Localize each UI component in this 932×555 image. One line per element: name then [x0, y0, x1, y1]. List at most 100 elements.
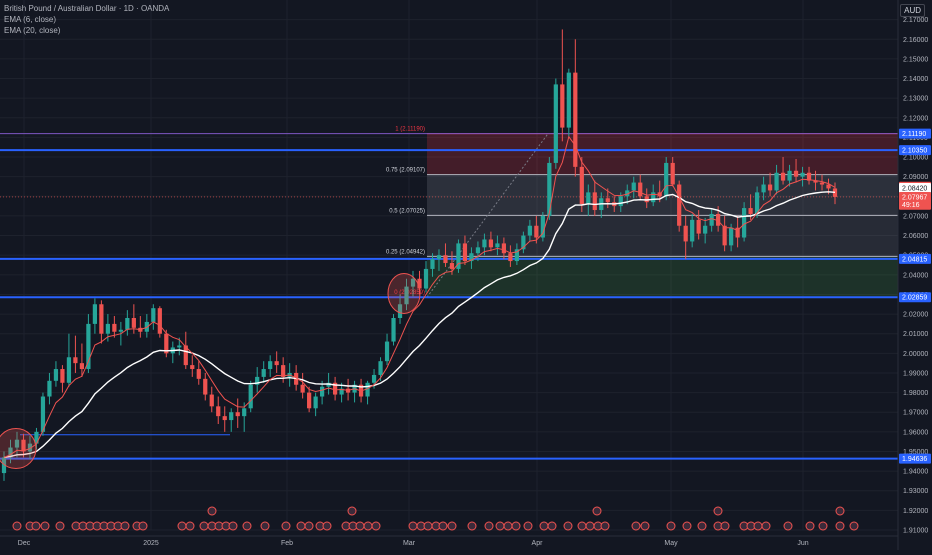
candle-body[interactable]: [813, 180, 818, 183]
candle-body[interactable]: [677, 184, 682, 226]
candle-body[interactable]: [703, 225, 708, 234]
candle-body[interactable]: [566, 72, 571, 128]
economic-event-icon[interactable]: [503, 521, 513, 531]
candle-body[interactable]: [482, 239, 487, 248]
economic-event-icon[interactable]: [447, 521, 457, 531]
candle-body[interactable]: [300, 384, 305, 393]
economic-event-icon[interactable]: [467, 521, 477, 531]
candle-body[interactable]: [183, 345, 188, 366]
candle-body[interactable]: [443, 255, 448, 264]
currency-badge[interactable]: AUD: [900, 4, 925, 17]
candle-body[interactable]: [638, 182, 643, 197]
candle-body[interactable]: [27, 443, 33, 452]
candle-body[interactable]: [475, 247, 481, 254]
candle-body[interactable]: [780, 172, 786, 181]
candle-body[interactable]: [1, 457, 7, 474]
candle-body[interactable]: [235, 412, 240, 417]
candle-body[interactable]: [203, 378, 208, 395]
candle-body[interactable]: [131, 318, 136, 328]
candle-body[interactable]: [741, 208, 747, 238]
economic-event-icon[interactable]: [835, 521, 845, 531]
candle-body[interactable]: [469, 253, 474, 262]
candle-body[interactable]: [618, 196, 623, 207]
candle-body[interactable]: [774, 172, 779, 191]
economic-event-icon[interactable]: [640, 521, 650, 531]
candle-body[interactable]: [255, 376, 260, 385]
economic-event-icon[interactable]: [260, 521, 270, 531]
candle-body[interactable]: [683, 225, 688, 242]
economic-event-icon[interactable]: [207, 506, 217, 516]
economic-event-icon[interactable]: [600, 521, 610, 531]
candle-body[interactable]: [86, 323, 91, 370]
ema-fast-legend[interactable]: EMA (6, close): [4, 15, 57, 24]
price-badge[interactable]: [899, 199, 931, 210]
candle-body[interactable]: [754, 192, 760, 214]
candle-body[interactable]: [787, 170, 792, 181]
candle-body[interactable]: [547, 162, 552, 216]
economic-event-icon[interactable]: [577, 521, 587, 531]
economic-event-icon[interactable]: [371, 521, 381, 531]
candle-body[interactable]: [793, 170, 799, 177]
candle-body[interactable]: [832, 188, 838, 197]
candle-body[interactable]: [605, 198, 610, 203]
candle-body[interactable]: [378, 361, 383, 375]
candle-body[interactable]: [806, 172, 812, 181]
candle-body[interactable]: [404, 286, 409, 305]
candle-body[interactable]: [527, 225, 532, 236]
economic-event-icon[interactable]: [355, 521, 365, 531]
economic-event-icon[interactable]: [720, 521, 730, 531]
candle-body[interactable]: [449, 263, 455, 269]
candle-body[interactable]: [66, 357, 72, 383]
candle-body[interactable]: [722, 225, 727, 246]
candle-body[interactable]: [326, 382, 331, 387]
candle-body[interactable]: [430, 259, 435, 269]
candle-body[interactable]: [242, 408, 247, 417]
candle-body[interactable]: [92, 304, 98, 324]
economic-event-icon[interactable]: [484, 521, 494, 531]
economic-event-icon[interactable]: [228, 521, 238, 531]
candle-body[interactable]: [177, 345, 182, 348]
candle-body[interactable]: [274, 361, 279, 366]
candle-body[interactable]: [514, 249, 519, 262]
candle-body[interactable]: [501, 243, 507, 254]
candle-body[interactable]: [391, 318, 396, 342]
economic-event-icon[interactable]: [835, 506, 845, 516]
candle-body[interactable]: [767, 184, 773, 191]
level-price-badge[interactable]: [899, 128, 931, 139]
candle-body[interactable]: [761, 184, 766, 193]
economic-event-icon[interactable]: [177, 521, 187, 531]
economic-event-icon[interactable]: [185, 521, 195, 531]
candle-body[interactable]: [371, 374, 377, 383]
economic-event-icon[interactable]: [547, 521, 557, 531]
economic-event-icon[interactable]: [322, 521, 332, 531]
candle-body[interactable]: [60, 369, 65, 383]
economic-event-icon[interactable]: [347, 506, 357, 516]
candle-body[interactable]: [313, 396, 318, 409]
candle-body[interactable]: [644, 196, 649, 203]
candle-body[interactable]: [320, 386, 325, 397]
candle-body[interactable]: [281, 365, 286, 377]
candle-body[interactable]: [819, 182, 825, 185]
economic-event-icon[interactable]: [666, 521, 676, 531]
candle-body[interactable]: [397, 304, 403, 318]
candle-body[interactable]: [664, 162, 669, 197]
candle-body[interactable]: [105, 323, 110, 334]
candle-body[interactable]: [540, 215, 545, 238]
candle-body[interactable]: [34, 431, 39, 444]
candle-body[interactable]: [729, 227, 734, 246]
candle-body[interactable]: [40, 396, 46, 432]
economic-event-icon[interactable]: [682, 521, 692, 531]
economic-event-icon[interactable]: [592, 506, 602, 516]
candle-body[interactable]: [631, 182, 636, 191]
candle-body[interactable]: [151, 308, 156, 322]
candle-body[interactable]: [229, 412, 234, 421]
economic-event-icon[interactable]: [12, 521, 22, 531]
candle-body[interactable]: [826, 184, 831, 189]
economic-event-icon[interactable]: [408, 521, 418, 531]
economic-event-icon[interactable]: [585, 521, 595, 531]
candle-body[interactable]: [79, 363, 85, 370]
candle-body[interactable]: [384, 341, 390, 362]
symbol-title[interactable]: British Pound / Australian Dollar · 1D ·…: [4, 4, 170, 13]
candle-body[interactable]: [495, 243, 500, 248]
